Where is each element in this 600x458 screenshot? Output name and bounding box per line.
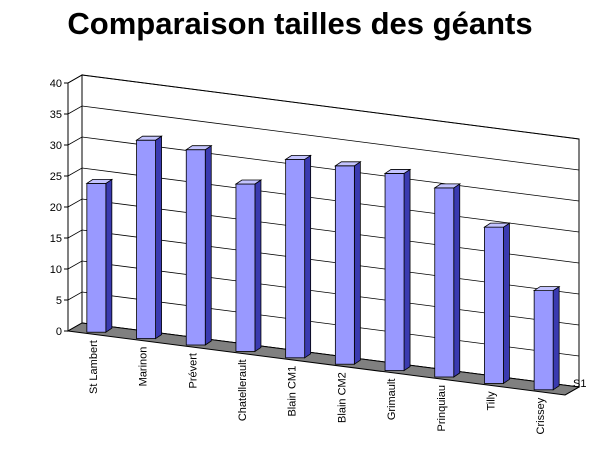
y-tick-label: 0 xyxy=(56,326,62,338)
bar-0 xyxy=(85,178,114,333)
x-axis-labels: St Lambert Marinon Prévert Chatellerault Bla… xyxy=(88,340,547,434)
gridline-15 xyxy=(67,229,580,295)
y-tick-label: 30 xyxy=(50,140,62,152)
bar-8 xyxy=(483,222,511,385)
bar-front xyxy=(434,187,455,378)
bar-top xyxy=(334,161,362,167)
chart-gridlines xyxy=(67,74,580,388)
x-tick-label: Chatellerault xyxy=(237,359,249,421)
bar-4 xyxy=(284,154,312,359)
bar-9 xyxy=(532,285,561,391)
x-tick-label: Tilly xyxy=(485,391,497,411)
bar-3 xyxy=(234,179,263,353)
bar-top xyxy=(135,135,163,141)
x-tick-label: St Lambert xyxy=(88,340,100,394)
depth-axis-line xyxy=(564,386,580,396)
bar-top xyxy=(383,169,412,174)
bar-side xyxy=(254,179,262,353)
bar-front xyxy=(384,173,405,372)
gridline-20 xyxy=(67,198,580,264)
bar-side xyxy=(403,168,411,372)
bar-7 xyxy=(433,183,462,378)
y-tick-label: 35 xyxy=(50,109,62,121)
chart-bars xyxy=(85,135,561,391)
chart-title: Comparaison tailles des géants xyxy=(67,6,533,41)
x-tick-label: Marinon xyxy=(138,347,150,387)
bar-front xyxy=(484,226,504,384)
bar-top xyxy=(184,145,213,151)
bar-side xyxy=(353,161,361,365)
gridline-25 xyxy=(67,167,580,233)
x-tick-label: Grimault xyxy=(386,379,398,421)
y-tick-label: 10 xyxy=(50,264,62,276)
bar-6 xyxy=(383,168,412,372)
bar-front xyxy=(235,183,256,352)
gridline-30 xyxy=(67,136,580,202)
bar-front xyxy=(285,158,306,359)
bar-front xyxy=(86,182,107,333)
bar-front xyxy=(185,149,206,346)
bar-top xyxy=(284,154,312,160)
bar-side xyxy=(503,222,510,385)
bar-top xyxy=(234,179,263,185)
bar-side xyxy=(155,135,162,340)
y-tick-label: 20 xyxy=(50,202,62,214)
bar-1 xyxy=(135,135,163,340)
x-tick-label: Prévert xyxy=(187,353,199,388)
y-axis: 0 5 10 15 20 25 30 35 40 xyxy=(50,78,69,338)
bar-top xyxy=(483,222,511,228)
bar-top xyxy=(85,178,114,184)
y-tick-label: 15 xyxy=(50,233,62,245)
gridline-35 xyxy=(67,105,580,171)
bar-5 xyxy=(334,161,362,365)
series-name-label: S1 xyxy=(573,378,586,390)
bar-side xyxy=(453,183,461,378)
bar-side xyxy=(105,178,113,333)
bar-front xyxy=(136,139,156,339)
gridline-5 xyxy=(67,291,580,357)
gridline-40 xyxy=(67,74,580,140)
bar-side xyxy=(304,154,312,359)
bar-top xyxy=(532,286,561,292)
bar-side xyxy=(552,285,560,391)
y-tick-label: 25 xyxy=(50,171,62,183)
x-tick-label: Blain CM2 xyxy=(336,372,348,423)
x-tick-label: Crissey xyxy=(535,397,547,434)
gridline-10 xyxy=(67,260,580,326)
series-axis-label: S1 xyxy=(564,378,586,396)
y-tick-label: 40 xyxy=(50,78,62,90)
bar-front xyxy=(533,290,554,391)
bar-2 xyxy=(184,144,213,346)
x-tick-label: Prinquiau xyxy=(436,385,448,431)
x-tick-label: Blain CM1 xyxy=(287,366,299,417)
bar-side xyxy=(204,144,212,346)
y-tick-label: 5 xyxy=(56,295,62,307)
bar-front xyxy=(334,165,355,365)
bar-top xyxy=(433,183,462,189)
